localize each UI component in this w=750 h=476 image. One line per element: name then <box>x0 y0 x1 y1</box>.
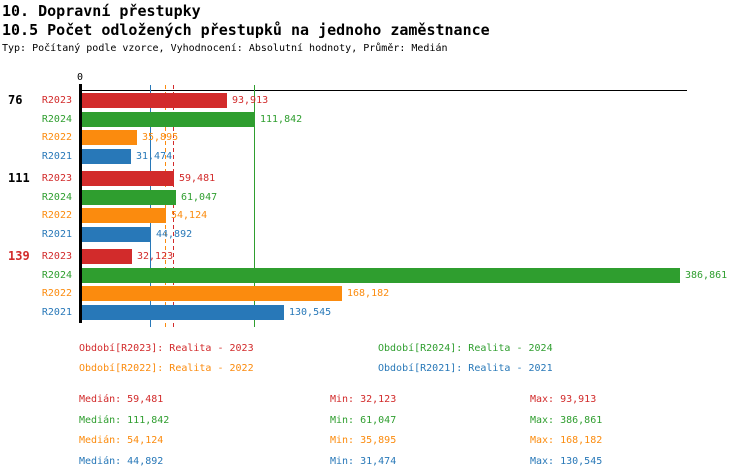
group-label: 111 <box>8 171 30 185</box>
bar-row: R2023 59,481 <box>0 171 750 186</box>
axis-zero-label: 0 <box>76 72 84 83</box>
year-label: R2021 <box>41 228 72 240</box>
median-line-r2023 <box>173 85 174 327</box>
bar-r2021 <box>82 304 284 320</box>
bar-r2023 <box>82 249 132 264</box>
bar-r2021 <box>82 148 131 164</box>
y-axis-line <box>79 84 82 323</box>
bar-value-label: 61,047 <box>181 191 218 203</box>
bar-value-label: 44,892 <box>156 228 193 240</box>
min-cell-r2024: Min: 61,047 <box>330 414 397 426</box>
bar-value-label: 35,895 <box>142 132 179 143</box>
bar-value-label: 168,182 <box>347 288 390 299</box>
bar-row: R2021 130,545 <box>0 304 750 320</box>
year-label: R2021 <box>41 306 72 318</box>
x-axis-line <box>79 90 687 91</box>
bar-r2023 <box>82 171 174 186</box>
min-cell-r2022: Min: 35,895 <box>330 435 397 446</box>
bar-r2022 <box>82 208 166 223</box>
bar-row: R2022 168,182 <box>0 286 750 301</box>
bar-row: R2021 31,474 <box>0 148 750 164</box>
bar-value-label: 111,842 <box>260 113 303 125</box>
bar-r2022 <box>82 286 342 301</box>
bar-row: R2024 386,861 <box>0 267 750 283</box>
bar-value-label: 31,474 <box>136 150 173 162</box>
year-label: R2023 <box>41 251 72 262</box>
legend-item-r2022: Období[R2022]: Realita - 2022 <box>79 363 254 374</box>
legend: Období[R2023]: Realita - 2023 Období[R202… <box>79 343 553 375</box>
year-label: R2022 <box>41 288 72 299</box>
bar-value-label: 32,123 <box>137 251 174 262</box>
chart-subtitle: 10.5 Počet odložených přestupků na jedno… <box>2 21 490 39</box>
bar-row: R2023 93,913 <box>0 93 750 108</box>
bar-r2021 <box>82 226 151 242</box>
year-label: R2022 <box>41 210 72 221</box>
median-cell-r2023: Medián: 59,481 <box>79 394 164 405</box>
chart-groups: 76 R2023 93,913 R2024 111,842 R2022 35,895 R202… <box>0 93 750 327</box>
min-cell-r2023: Min: 32,123 <box>330 394 397 405</box>
bar-value-label: 130,545 <box>289 306 332 318</box>
median-line-r2021 <box>150 85 151 327</box>
chart-meta-line: Typ: Počítaný podle vzorce, Vyhodnocení:… <box>2 43 448 54</box>
bar-row: R2022 54,124 <box>0 208 750 223</box>
legend-item-r2021: Období[R2021]: Realita - 2021 <box>378 363 553 374</box>
bar-group-3: 139 R2023 32,123 R2024 386,861 R2022 168,182 R2… <box>0 249 750 320</box>
legend-item-r2023: Období[R2023]: Realita - 2023 <box>79 343 254 354</box>
year-label: R2021 <box>41 150 72 162</box>
bar-r2024 <box>82 267 680 283</box>
min-cell-r2021: Min: 31,474 <box>330 455 397 467</box>
bar-r2024 <box>82 189 176 205</box>
bar-group-1: 76 R2023 93,913 R2024 111,842 R2022 35,895 R202… <box>0 93 750 164</box>
median-cell-r2021: Medián: 44,892 <box>79 455 164 467</box>
bar-row: R2022 35,895 <box>0 130 750 145</box>
bar-value-label: 386,861 <box>685 269 728 281</box>
stats-table: Medián: 59,481 Min: 32,123 Max: 93,913 Medi… <box>79 394 602 468</box>
year-label: R2022 <box>41 132 72 143</box>
group-label: 139 <box>8 249 30 263</box>
page-title: 10. Dopravní přestupky <box>2 2 201 20</box>
bar-value-label: 54,124 <box>171 210 208 221</box>
max-cell-r2024: Max: 386,861 <box>530 414 603 426</box>
max-cell-r2022: Max: 168,182 <box>530 435 603 446</box>
bar-row: R2023 32,123 <box>0 249 750 264</box>
bar-row: R2024 111,842 <box>0 111 750 127</box>
max-cell-r2023: Max: 93,913 <box>530 394 597 405</box>
legend-item-r2024: Období[R2024]: Realita - 2024 <box>378 343 553 354</box>
bar-row: R2021 44,892 <box>0 226 750 242</box>
group-label: 76 <box>8 93 23 107</box>
median-line-r2024 <box>254 85 255 327</box>
median-cell-r2024: Medián: 111,842 <box>79 414 170 426</box>
bar-group-2: 111 R2023 59,481 R2024 61,047 R2022 54,124 R202… <box>0 171 750 242</box>
year-label: R2023 <box>41 95 72 106</box>
bar-r2022 <box>82 130 137 145</box>
year-label: R2024 <box>41 113 72 125</box>
bar-value-label: 93,913 <box>232 95 269 106</box>
median-line-r2022 <box>165 85 166 327</box>
bar-value-label: 59,481 <box>179 173 216 184</box>
max-cell-r2021: Max: 130,545 <box>530 455 603 467</box>
year-label: R2024 <box>41 269 72 281</box>
year-label: R2023 <box>41 173 72 184</box>
bar-row: R2024 61,047 <box>0 189 750 205</box>
median-cell-r2022: Medián: 54,124 <box>79 435 164 446</box>
bar-r2024 <box>82 111 255 127</box>
year-label: R2024 <box>41 191 72 203</box>
bar-r2023 <box>82 93 227 108</box>
